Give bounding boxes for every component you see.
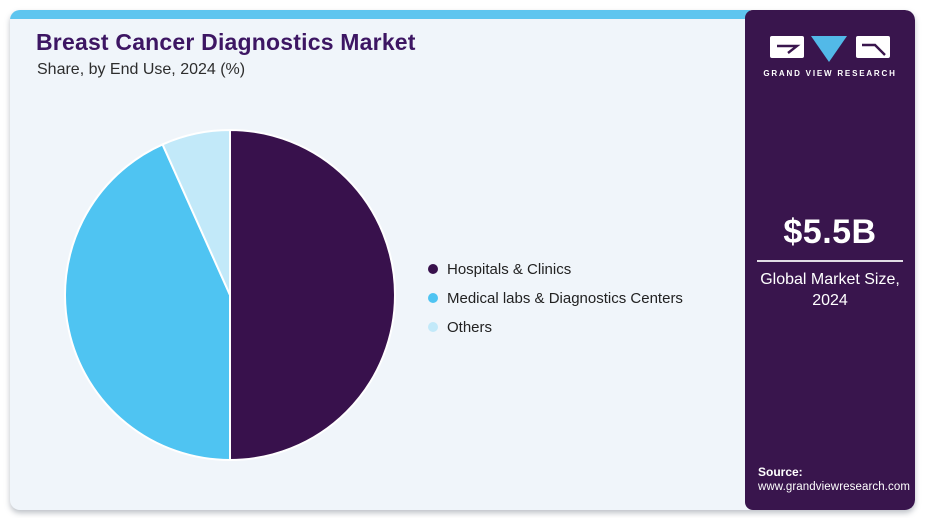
legend-item-others[interactable]: Others bbox=[428, 317, 683, 337]
pie-chart-svg[interactable] bbox=[63, 128, 397, 462]
market-size-label: Global Market Size, 2024 bbox=[745, 269, 915, 311]
legend-label: Hospitals & Clinics bbox=[447, 260, 572, 278]
source-label: Source: bbox=[758, 465, 803, 479]
pie-slice-medical-labs-diagnostics-centers[interactable] bbox=[64, 143, 231, 461]
legend-item-medical-labs-diagnostics-centers[interactable]: Medical labs & Diagnostics Centers bbox=[428, 288, 683, 308]
legend-item-hospitals-clinics[interactable]: Hospitals & Clinics bbox=[428, 259, 683, 279]
chart-card: Breast Cancer Diagnostics Market Share, … bbox=[10, 10, 915, 510]
market-size-label-line2: 2024 bbox=[812, 292, 848, 310]
gvr-logo-text: GRAND VIEW RESEARCH bbox=[763, 69, 897, 78]
pie-slice-hospitals-clinics[interactable] bbox=[229, 129, 396, 461]
source-url-link[interactable]: www.grandviewresearch.com bbox=[758, 481, 911, 493]
legend-label: Others bbox=[447, 318, 493, 336]
accent-strip bbox=[10, 10, 750, 19]
market-size-label-line1: Global Market Size, bbox=[760, 271, 900, 288]
chart-legend: Hospitals & Clinics Medical labs & Diagn… bbox=[428, 259, 683, 346]
stat-divider bbox=[757, 260, 903, 262]
market-size-value: $5.5B bbox=[783, 213, 877, 251]
gvr-logo-icon bbox=[770, 36, 890, 62]
legend-dot-icon bbox=[428, 264, 438, 274]
legend-label: Medical labs & Diagnostics Centers bbox=[447, 289, 683, 307]
pie-slice-others[interactable] bbox=[161, 129, 231, 296]
market-size-stat: $5.5B Global Market Size, 2024 bbox=[745, 213, 915, 311]
pie-chart bbox=[63, 128, 397, 462]
gvr-logo: GRAND VIEW RESEARCH bbox=[745, 32, 915, 78]
source-block: Source: www.grandviewresearch.com bbox=[758, 465, 910, 493]
sidebar: GRAND VIEW RESEARCH $5.5B Global Market … bbox=[745, 10, 915, 510]
legend-dot-icon bbox=[428, 293, 438, 303]
page-title: Breast Cancer Diagnostics Market bbox=[36, 29, 416, 55]
page-subtitle: Share, by End Use, 2024 (%) bbox=[37, 61, 246, 78]
legend-dot-icon bbox=[428, 322, 438, 332]
